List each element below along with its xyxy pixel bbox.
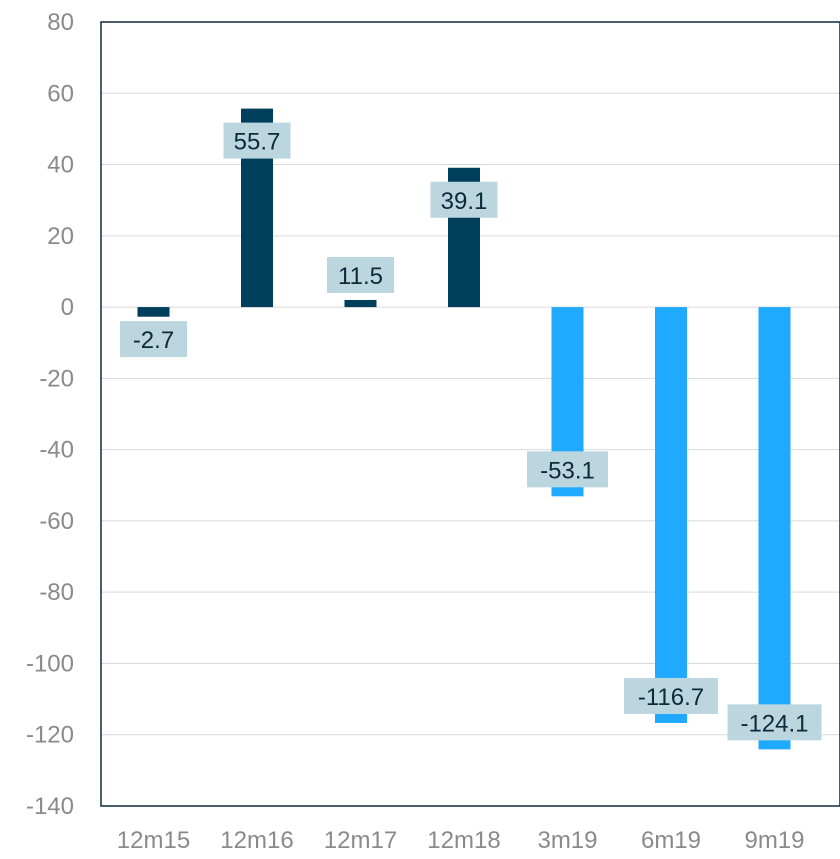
x-tick-label: 12m15 [117, 827, 190, 854]
bar-12m17 [344, 299, 377, 308]
x-tick-label: 9m19 [744, 827, 804, 854]
data-label-text: 55.7 [234, 129, 281, 156]
data-label-text: 11.5 [338, 263, 383, 290]
plot-area-frame [100, 21, 840, 807]
x-tick-label: 12m18 [427, 827, 500, 854]
bar-12m15 [137, 307, 170, 317]
x-axis-tick-labels: 12m15 12m16 12m17 12m18 3m19 6m19 9m19 [117, 827, 805, 854]
data-label-text: -2.7 [133, 327, 174, 354]
data-label-box [527, 451, 608, 488]
x-tick-label: 3m19 [537, 827, 597, 854]
data-labels: -2.7 55.7 11.5 39.1 -53.1 -116.7 -124.1 [120, 122, 822, 741]
y-tick-label: -40 [39, 437, 74, 464]
y-tick-label: 0 [61, 294, 74, 321]
data-label-box [624, 677, 718, 714]
y-tick-label: -100 [26, 650, 74, 677]
y-tick-label: 20 [47, 223, 74, 250]
y-tick-label: -20 [39, 365, 74, 392]
data-label-9m19: -124.1 [727, 704, 822, 741]
data-label-box [223, 122, 291, 159]
data-label-box [327, 256, 394, 293]
data-label-12m18: 39.1 [430, 181, 498, 218]
data-label-12m15: -2.7 [120, 321, 187, 358]
data-label-12m16: 55.7 [223, 122, 291, 159]
data-label-text: -116.7 [638, 684, 704, 711]
data-label-box [120, 321, 187, 358]
data-label-box [727, 704, 822, 741]
y-axis-tick-labels: 80 60 40 20 0 -20 -40 -60 -80 -100 -120 -140 [26, 9, 74, 820]
bar-9m19 [758, 307, 791, 750]
y-tick-label: -140 [26, 793, 74, 820]
data-label-text: -124.1 [740, 710, 808, 737]
x-tick-label: 6m19 [641, 827, 701, 854]
y-tick-label: -80 [39, 579, 74, 606]
y-tick-label: -120 [26, 722, 74, 749]
x-tick-label: 12m16 [220, 827, 293, 854]
y-tick-label: -60 [39, 508, 74, 535]
y-tick-label: 40 [47, 152, 74, 179]
y-tick-label: 80 [47, 9, 74, 36]
data-label-6m19: -116.7 [624, 677, 718, 714]
data-label-3m19: -53.1 [527, 451, 608, 488]
x-tick-label: 12m17 [324, 827, 397, 854]
gridlines [101, 92, 840, 736]
data-label-text: -53.1 [540, 457, 595, 484]
data-label-text: 39.1 [441, 188, 488, 215]
data-label-box [430, 181, 498, 218]
y-tick-label: 60 [47, 80, 74, 107]
bar-6m19 [655, 307, 687, 723]
data-label-12m17: 11.5 [327, 256, 394, 293]
